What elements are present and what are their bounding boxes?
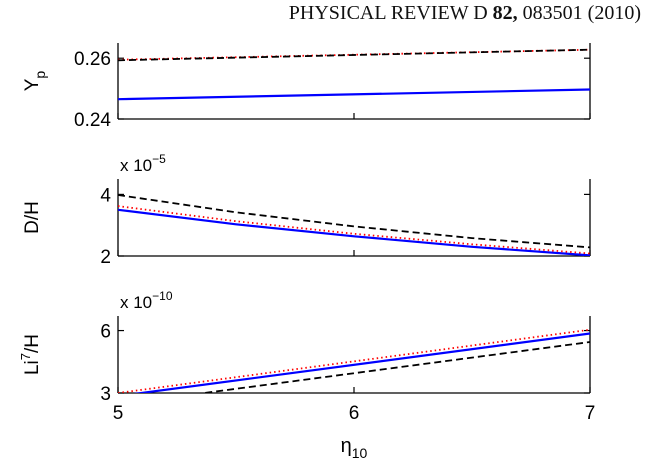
panel-2: 2 4 x 10−5 D/H — [22, 152, 591, 268]
y-axis-label: Li7/H — [18, 334, 43, 375]
series-line-dotted — [118, 328, 590, 393]
y-label-main: Y — [22, 78, 43, 91]
series-line-dotted — [118, 205, 590, 255]
y-label-tail: /H — [22, 334, 43, 353]
axis-multiplier: x 10−10 — [120, 289, 173, 312]
series-line-dashed — [197, 341, 590, 393]
x-tick-label: 5 — [113, 403, 124, 424]
y-tick-label: 3 — [100, 384, 111, 405]
x-tick-label: 7 — [585, 403, 596, 424]
multiplier-base: x 10 — [120, 293, 152, 312]
x-label-subscript: 10 — [352, 445, 368, 461]
y-axis-label: D/H — [22, 201, 43, 234]
multiplier-base: x 10 — [120, 156, 152, 175]
journal-name: PHYSICAL REVIEW D — [288, 2, 488, 24]
y-label-main: Li — [22, 360, 43, 375]
series-line-solid — [118, 208, 590, 256]
page-header: PHYSICAL REVIEW D 82, 083501 (2010) — [289, 2, 641, 25]
series-line-dashed — [118, 194, 590, 249]
panel-1: 0.24 0.26 Yp — [22, 43, 591, 131]
volume-number: 82, — [492, 2, 518, 24]
x-axis-label: η10 — [341, 435, 368, 461]
y-tick-label: 6 — [100, 322, 111, 343]
multiplier-power: −10 — [152, 289, 173, 303]
y-tick-label: 4 — [100, 185, 111, 206]
article-number: 083501 (2010) — [522, 2, 641, 24]
y-tick-label: 0.26 — [74, 49, 111, 70]
y-tick-label: 2 — [100, 247, 111, 268]
series-line-solid — [133, 332, 590, 393]
y-label-superscript: 7 — [18, 353, 33, 360]
x-tick-label: 6 — [349, 403, 360, 424]
x-label-main: η — [341, 435, 352, 457]
y-axis-label: Yp — [22, 71, 48, 92]
y-label-subscript: p — [32, 71, 48, 79]
axis-multiplier: x 10−5 — [120, 152, 166, 175]
y-tick-label: 0.24 — [74, 110, 111, 131]
multiplier-power: −5 — [152, 152, 166, 166]
series-line-dashed — [118, 48, 590, 62]
y-label-main: D/H — [22, 201, 43, 234]
series-line-solid — [118, 88, 590, 101]
